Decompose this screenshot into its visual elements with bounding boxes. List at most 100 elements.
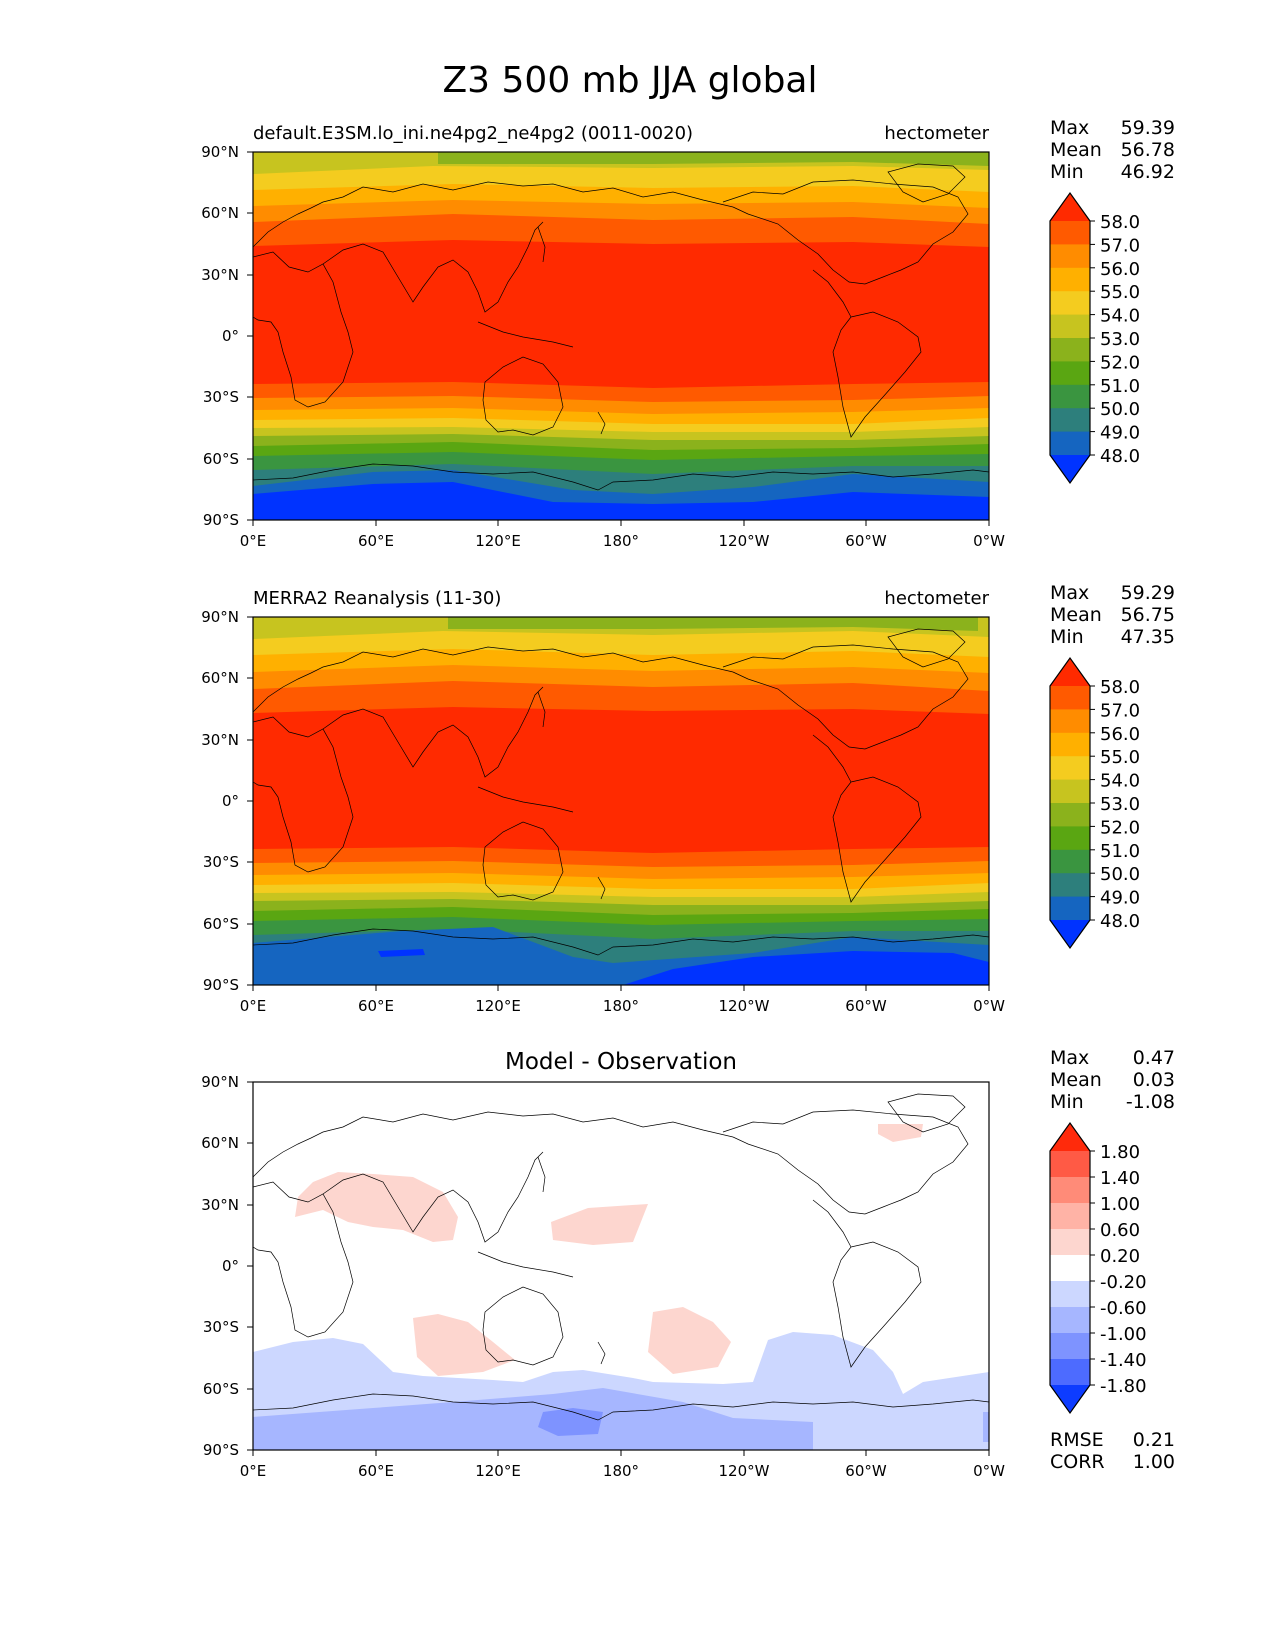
colorbar-segment <box>1050 1203 1090 1230</box>
svg-text:47.35: 47.35 <box>1121 626 1175 648</box>
colorbar-tick-label: 51.0 <box>1100 841 1140 862</box>
svg-text:60°N: 60°N <box>201 1134 239 1152</box>
svg-text:0°W: 0°W <box>973 532 1005 550</box>
svg-text:0°W: 0°W <box>973 1462 1005 1480</box>
svg-text:0.03: 0.03 <box>1133 1069 1175 1091</box>
colorbar-tick-label: 48.0 <box>1100 446 1140 467</box>
lon-ticks: 0°E 60°E 120°E 180° 120°W 60°W 0°W <box>240 997 1005 1015</box>
svg-text:90°S: 90°S <box>203 511 239 529</box>
svg-text:120°W: 120°W <box>719 1462 770 1480</box>
svg-text:180°: 180° <box>603 532 639 550</box>
svg-text:0.47: 0.47 <box>1133 1047 1175 1069</box>
panel-center-title: Model - Observation <box>505 1049 737 1075</box>
colorbar-cap-top <box>1050 1123 1090 1151</box>
colorbar-segment <box>1050 686 1090 710</box>
colorbar-segment <box>1050 1333 1090 1360</box>
colorbar-segment <box>1050 244 1090 269</box>
svg-text:Mean: Mean <box>1050 604 1102 626</box>
svg-text:0°: 0° <box>222 327 239 345</box>
colorbar-cap-top <box>1050 193 1090 221</box>
colorbar-tick-label: -1.40 <box>1100 1350 1147 1371</box>
svg-text:90°S: 90°S <box>203 976 239 994</box>
colorbar-tick-label: 55.0 <box>1100 747 1140 768</box>
colorbar-tick-label: 48.0 <box>1100 911 1140 932</box>
colorbar-tick-label: 54.0 <box>1100 771 1140 792</box>
svg-text:60°E: 60°E <box>358 997 394 1015</box>
colorbar-segment <box>1050 709 1090 734</box>
svg-text:59.39: 59.39 <box>1121 117 1175 139</box>
svg-text:60°N: 60°N <box>201 204 239 222</box>
svg-text:CORR: CORR <box>1050 1451 1105 1473</box>
svg-text:0°: 0° <box>222 792 239 810</box>
svg-text:90°N: 90°N <box>201 143 239 161</box>
colorbar-tick-label: 0.20 <box>1100 1246 1140 1267</box>
svg-text:90°N: 90°N <box>201 1073 239 1091</box>
svg-text:Mean: Mean <box>1050 1069 1102 1091</box>
colorbar-segment <box>1050 291 1090 316</box>
svg-text:Min: Min <box>1050 626 1084 648</box>
colorbar-cap-bottom <box>1050 1385 1090 1413</box>
svg-text:60°W: 60°W <box>845 532 887 550</box>
colorbar-tick-label: 52.0 <box>1100 817 1140 838</box>
colorbar-segment <box>1050 338 1090 362</box>
panel-diff: Model - Observation 90°N 60°N 30°N 0° 30… <box>201 1049 1005 1480</box>
lat-ticks: 90°N 60°N 30°N 0° 30°S 60°S 90°S <box>201 608 239 994</box>
svg-text:120°E: 120°E <box>475 1462 521 1480</box>
map-field-diff <box>253 1082 989 1450</box>
colorbar-segment <box>1050 1255 1090 1282</box>
svg-text:120°W: 120°W <box>719 997 770 1015</box>
svg-text:Max: Max <box>1050 1047 1089 1069</box>
colorbar-model: 58.057.0 56.055.0 54.053.052.0 51.050.0 49.0… <box>1049 191 1140 485</box>
colorbar-tick-label: 52.0 <box>1100 352 1140 373</box>
panel-units: hectometer <box>884 123 989 144</box>
lon-ticks: 0°E 60°E 120°E 180° 120°W 60°W 0°W <box>240 532 1005 550</box>
svg-text:0°W: 0°W <box>973 997 1005 1015</box>
colorbar-segment <box>1050 803 1090 827</box>
svg-text:180°: 180° <box>603 997 639 1015</box>
colorbar-tick-label: 49.0 <box>1100 423 1140 444</box>
svg-text:Min: Min <box>1050 161 1084 183</box>
colorbar-obs: 58.057.0 56.055.0 54.053.052.0 51.050.0 49.0… <box>1049 656 1140 950</box>
colorbar-tick-label: -0.60 <box>1100 1298 1147 1319</box>
panel-obs: MERRA2 Reanalysis (11-30) hectometer 90°… <box>201 588 1005 1015</box>
colorbar-segment <box>1050 756 1090 781</box>
colorbar-tick-label: 50.0 <box>1100 864 1140 885</box>
svg-text:60°S: 60°S <box>203 450 239 468</box>
panel-model: default.E3SM.lo_ini.ne4pg2_ne4pg2 (0011-… <box>201 123 1005 550</box>
colorbar-tick-label: 1.40 <box>1100 1168 1140 1189</box>
colorbar-tick-label: 49.0 <box>1100 888 1140 909</box>
colorbar-tick-label: 57.0 <box>1100 235 1140 256</box>
svg-text:120°W: 120°W <box>719 532 770 550</box>
tick-marks <box>247 616 990 991</box>
panel-units: hectometer <box>884 588 989 609</box>
svg-text:30°S: 30°S <box>203 388 239 406</box>
svg-text:Max: Max <box>1050 117 1089 139</box>
colorbar-tick-label: 56.0 <box>1100 724 1140 745</box>
colorbar-segment <box>1050 267 1090 292</box>
svg-text:60°N: 60°N <box>201 669 239 687</box>
svg-text:1.00: 1.00 <box>1133 1451 1175 1473</box>
lat-ticks: 90°N 60°N 30°N 0° 30°S 60°S 90°S <box>201 143 239 529</box>
colorbar-segment <box>1050 1229 1090 1256</box>
svg-text:0°E: 0°E <box>240 997 267 1015</box>
svg-text:0.21: 0.21 <box>1133 1429 1175 1451</box>
colorbar-segment <box>1050 849 1090 874</box>
colorbar-cap-bottom <box>1050 920 1090 948</box>
colorbar-segment <box>1050 431 1090 456</box>
colorbar-segment <box>1050 779 1090 804</box>
svg-text:0°E: 0°E <box>240 1462 267 1480</box>
colorbar-segment <box>1050 896 1090 921</box>
svg-text:60°W: 60°W <box>845 1462 887 1480</box>
colorbar-cap-top <box>1050 658 1090 686</box>
panel-left-title: MERRA2 Reanalysis (11-30) <box>253 588 501 609</box>
colorbar-tick-label: -1.00 <box>1100 1324 1147 1345</box>
svg-text:120°E: 120°E <box>475 532 521 550</box>
colorbar-segment <box>1050 314 1090 339</box>
colorbar-tick-label: 50.0 <box>1100 399 1140 420</box>
tick-marks <box>247 151 990 526</box>
map-field-model <box>253 152 989 520</box>
lon-ticks: 0°E 60°E 120°E 180° 120°W 60°W 0°W <box>240 1462 1005 1480</box>
stats-model: Max 59.39 Mean 56.78 Min 46.92 <box>1050 117 1175 183</box>
colorbar-segment <box>1050 1307 1090 1334</box>
